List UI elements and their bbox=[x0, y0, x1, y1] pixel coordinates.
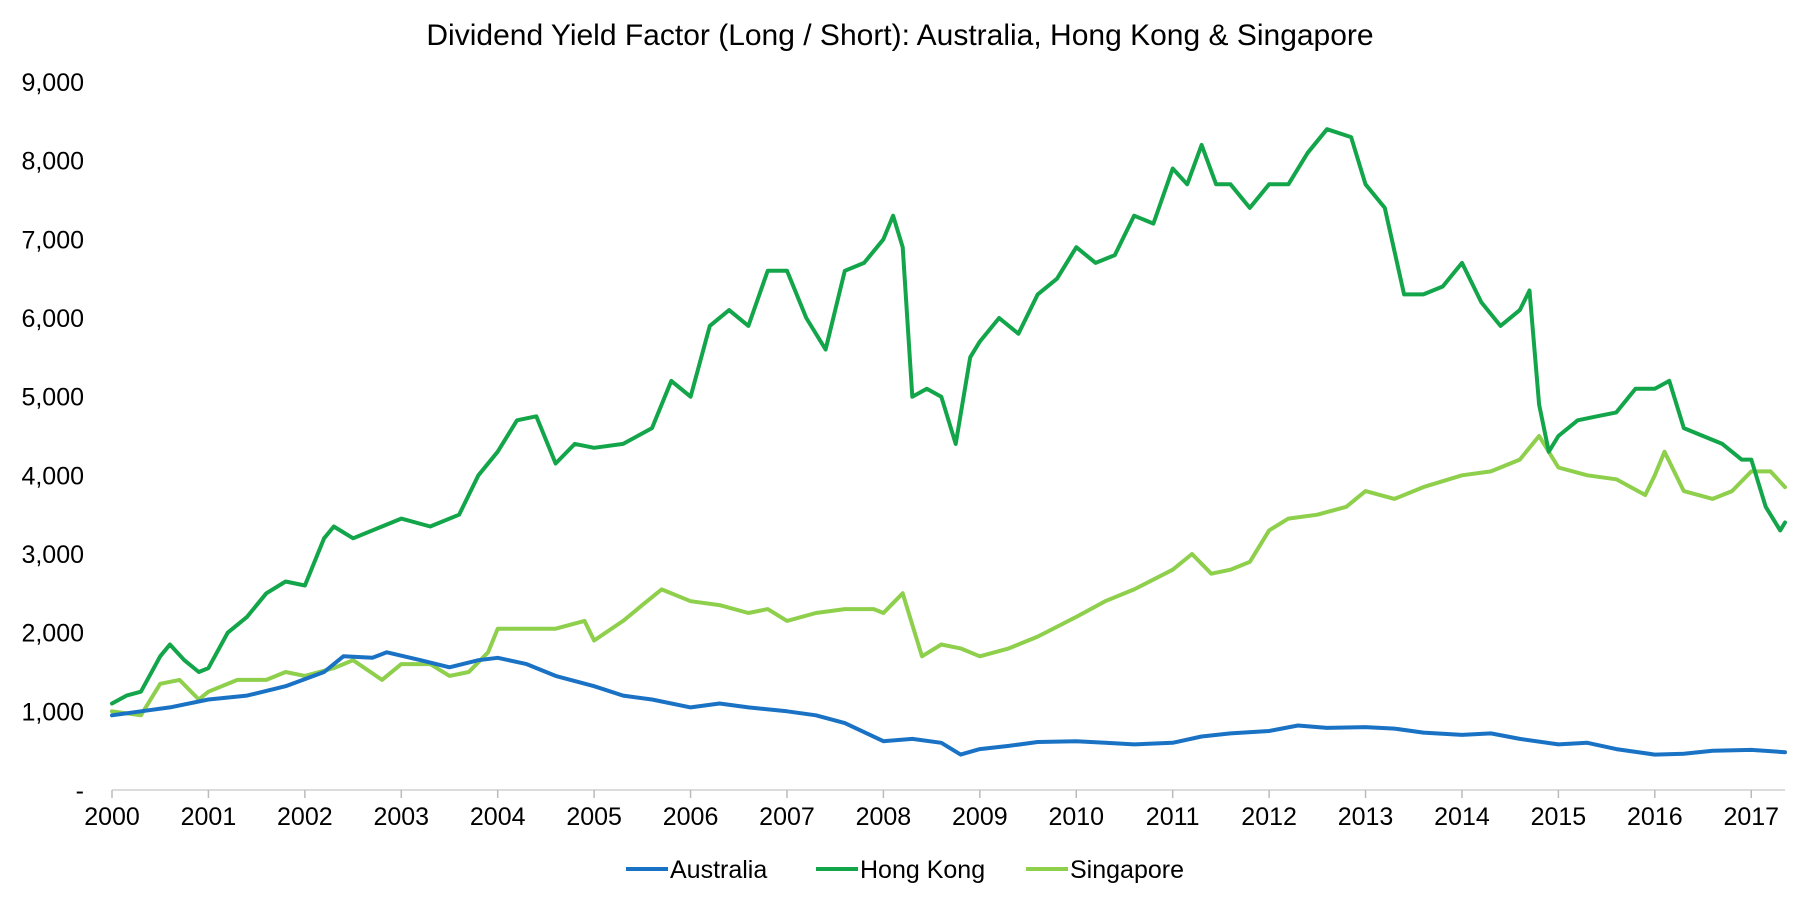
y-tick-label: 4,000 bbox=[21, 462, 84, 490]
x-tick-label: 2004 bbox=[470, 803, 526, 831]
series-line-singapore bbox=[110, 434, 1787, 718]
x-tick-label: 2013 bbox=[1338, 803, 1394, 831]
chart-title: Dividend Yield Factor (Long / Short): Au… bbox=[426, 19, 1373, 52]
y-tick-label: 6,000 bbox=[21, 305, 84, 333]
series-line-hong-kong bbox=[110, 127, 1787, 706]
y-tick-label: 8,000 bbox=[21, 148, 84, 176]
x-tick-label: 2007 bbox=[759, 803, 815, 831]
x-tick-label: 2006 bbox=[663, 803, 719, 831]
x-tick-label: 2000 bbox=[84, 803, 140, 831]
x-tick-label: 2017 bbox=[1723, 803, 1779, 831]
series-lines bbox=[110, 127, 1787, 757]
x-tick-label: 2015 bbox=[1531, 803, 1587, 831]
x-tick-label: 2014 bbox=[1434, 803, 1490, 831]
legend-label: Singapore bbox=[1070, 856, 1184, 884]
legend-label: Australia bbox=[670, 856, 767, 884]
x-tick-label: 2002 bbox=[277, 803, 333, 831]
x-tick-label: 2010 bbox=[1048, 803, 1104, 831]
x-tick-label: 2008 bbox=[856, 803, 912, 831]
series-line-australia bbox=[110, 650, 1787, 757]
legend-item-singapore: Singapore bbox=[1026, 856, 1184, 884]
legend-item-hong-kong: Hong Kong bbox=[816, 856, 985, 884]
legend-item-australia: Australia bbox=[626, 856, 767, 884]
y-tick-label: 5,000 bbox=[21, 384, 84, 412]
y-tick-label: 1,000 bbox=[21, 698, 84, 726]
x-tick-label: 2011 bbox=[1146, 803, 1200, 831]
x-axis: 2000 2001 2002 2003 2004 2005 2006 2007 2008 2009… bbox=[84, 789, 1785, 831]
y-tick-label: 7,000 bbox=[21, 226, 84, 254]
x-tick-label: 2009 bbox=[952, 803, 1008, 831]
legend-label: Hong Kong bbox=[860, 856, 985, 884]
y-tick-label: 9,000 bbox=[21, 69, 84, 97]
y-axis-ticks: - 1,000 2,000 3,000 4,000 5,000 6,000 7,000 8,00… bbox=[21, 69, 84, 805]
x-tick-label: 2012 bbox=[1241, 803, 1297, 831]
legend: Australia Hong Kong Singapore bbox=[626, 856, 1184, 884]
x-tick-label: 2001 bbox=[181, 803, 237, 831]
y-tick-label: - bbox=[76, 777, 84, 805]
x-tick-label: 2005 bbox=[566, 803, 622, 831]
x-tick-label: 2003 bbox=[373, 803, 429, 831]
y-tick-label: 3,000 bbox=[21, 541, 84, 569]
x-tick-label: 2016 bbox=[1627, 803, 1683, 831]
y-tick-label: 2,000 bbox=[21, 620, 84, 648]
